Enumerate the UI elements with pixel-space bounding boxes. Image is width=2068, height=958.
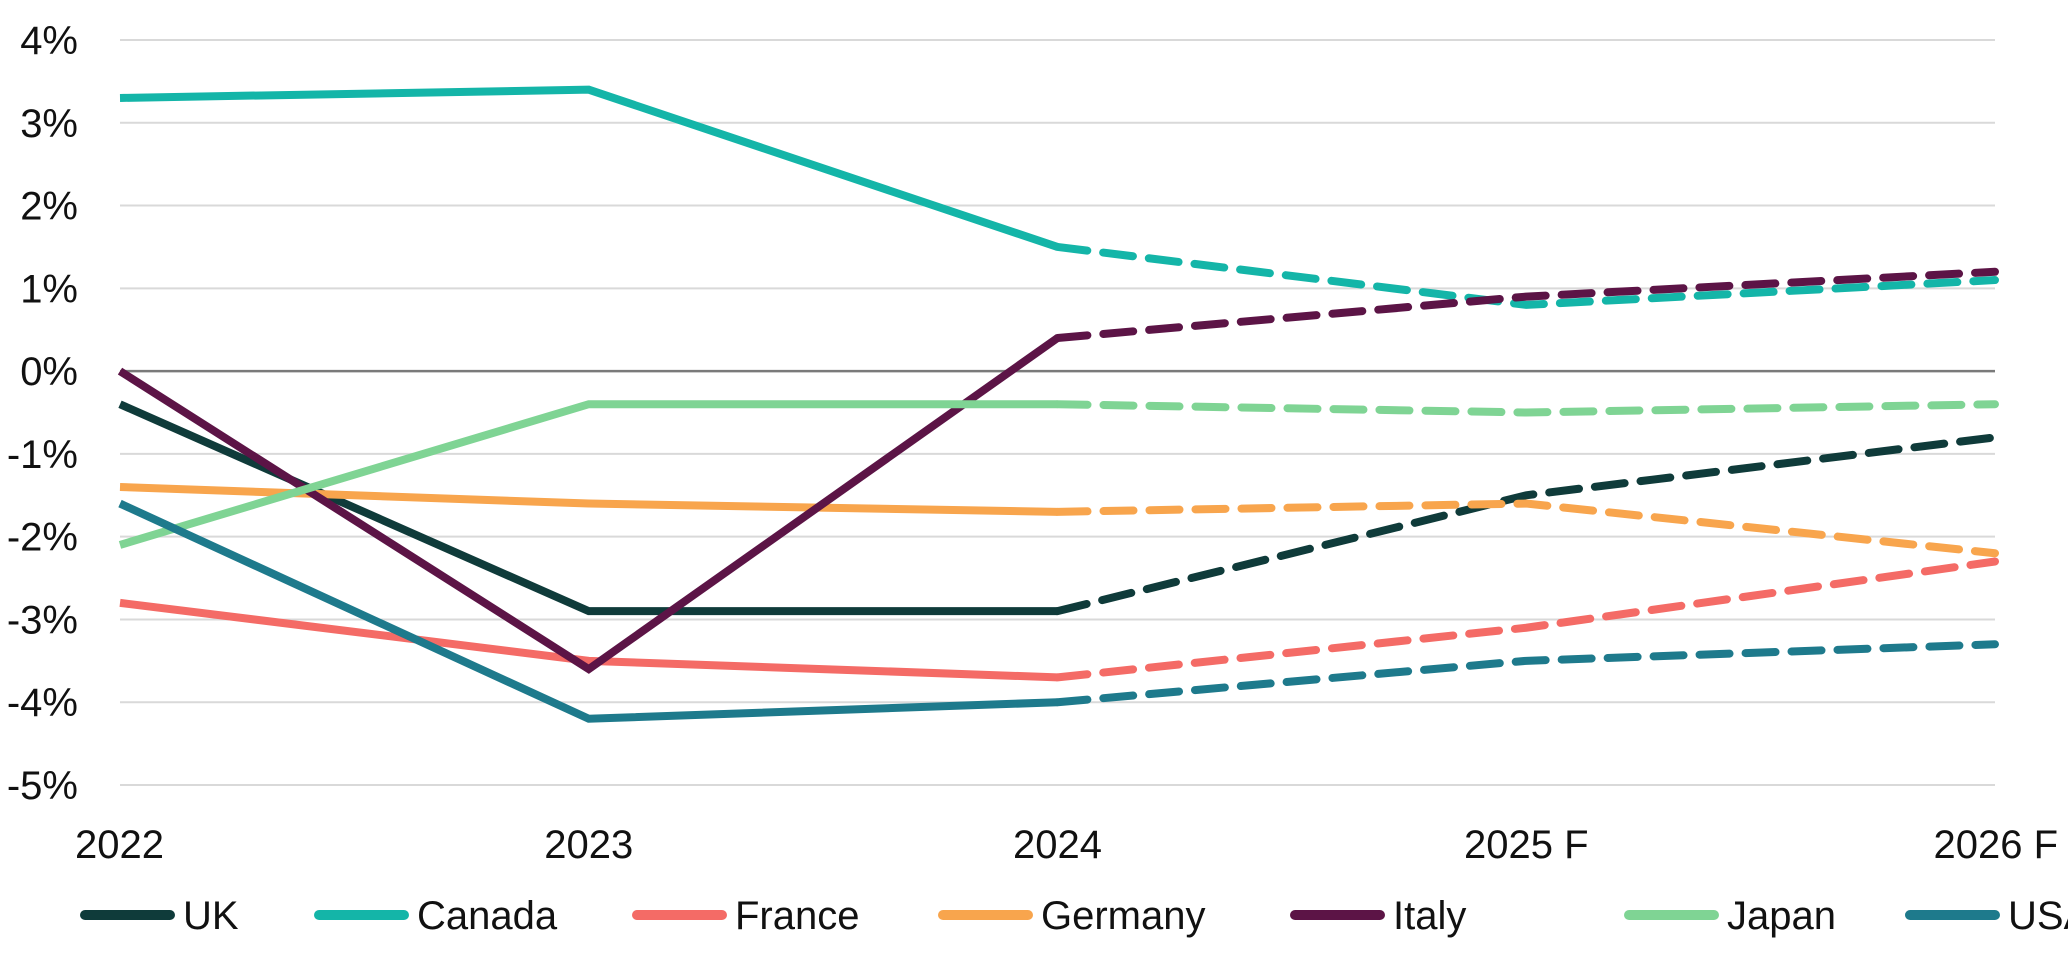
series-line-actual <box>118 400 1058 549</box>
series-line-actual <box>119 85 1059 251</box>
legend: UK Canada France Germany Italy Japan USA <box>80 894 2068 938</box>
series-japan <box>118 400 1999 549</box>
series-line-forecast <box>1053 433 1999 616</box>
x-tick-label: 2022 <box>75 823 164 867</box>
legend-label: UK <box>183 894 239 938</box>
legend-label: Canada <box>417 894 558 938</box>
series-line-forecast <box>1053 242 1999 309</box>
y-tick-label: -1% <box>7 433 78 477</box>
y-tick-label: -4% <box>7 681 78 725</box>
series-line-forecast <box>1053 400 1999 417</box>
y-tick-label: 1% <box>20 267 78 311</box>
legend-item-usa: USA <box>1905 894 2068 938</box>
y-tick-label: 0% <box>20 350 78 394</box>
legend-item-italy: Italy <box>1290 894 1466 938</box>
y-tick-label: 4% <box>20 19 78 63</box>
series-line-actual <box>117 334 1060 674</box>
legend-item-germany: Germany <box>938 894 1206 938</box>
series-usa <box>118 499 1999 723</box>
x-tick-label: 2025 F <box>1464 823 1589 867</box>
x-tick-label: 2024 <box>1013 823 1102 867</box>
series-line-forecast <box>1053 267 1999 342</box>
y-axis-tick-labels: 4% 3% 2% 1% 0% -1% -2% -3% -4% -5% <box>7 19 78 808</box>
y-tick-label: -5% <box>7 764 78 808</box>
series-canada <box>119 85 1999 309</box>
legend-label: Italy <box>1393 894 1466 938</box>
y-tick-label: 3% <box>20 102 78 146</box>
series-line-actual <box>118 499 1058 723</box>
legend-label: Japan <box>1727 894 1836 938</box>
series-line-forecast <box>1053 557 1999 682</box>
y-tick-label: -3% <box>7 598 78 642</box>
series-line-forecast <box>1053 640 1999 707</box>
x-tick-label: 2026 F <box>1933 823 2058 867</box>
legend-item-france: France <box>632 894 860 938</box>
legend-item-uk: UK <box>80 894 239 938</box>
legend-label: Germany <box>1041 894 1206 938</box>
series-line-forecast <box>1053 499 1999 558</box>
x-axis-tick-labels: 2022 2023 2024 2025 F 2026 F <box>75 823 2058 867</box>
legend-label: France <box>735 894 860 938</box>
series-line-actual <box>119 598 1058 682</box>
series-lines <box>117 85 1999 723</box>
y-tick-label: -2% <box>7 516 78 560</box>
legend-label: USA <box>2008 894 2068 938</box>
legend-item-canada: Canada <box>314 894 558 938</box>
y-tick-label: 2% <box>20 185 78 229</box>
series-germany <box>119 483 1999 558</box>
series-france <box>119 557 1999 682</box>
series-uk <box>118 400 1999 616</box>
legend-item-japan: Japan <box>1624 894 1836 938</box>
series-italy <box>117 267 1999 674</box>
series-line-actual <box>119 483 1058 516</box>
x-tick-label: 2023 <box>544 823 633 867</box>
